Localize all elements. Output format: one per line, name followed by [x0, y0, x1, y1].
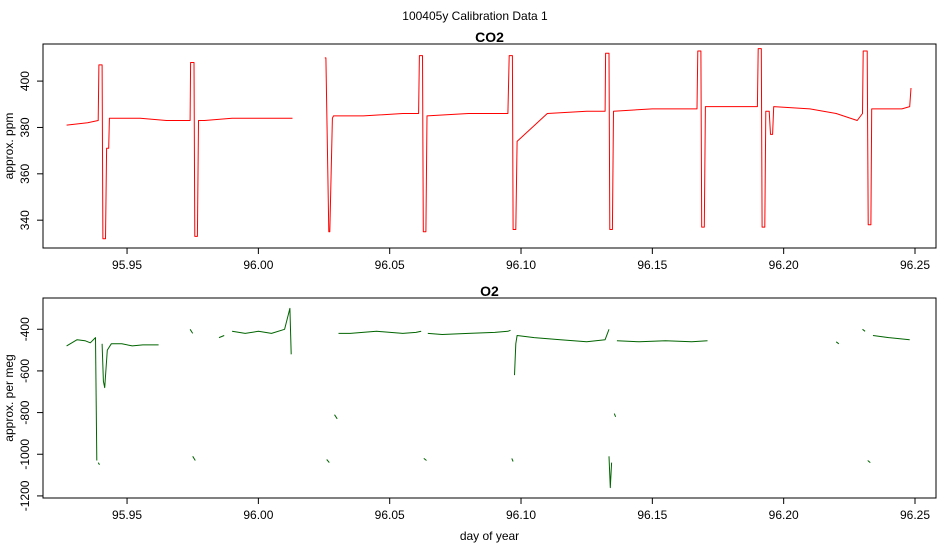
x-tick-label: 96.00 [243, 258, 273, 272]
x-tick-label: 96.20 [769, 258, 799, 272]
y-tick-label: -1000 [18, 439, 32, 470]
plot-frame [42, 43, 937, 249]
x-tick-label: 96.15 [637, 508, 667, 522]
figure-title: 100405y Calibration Data 1 [402, 9, 548, 23]
x-tick-label: 96.05 [375, 508, 405, 522]
y-tick-label: 400 [18, 71, 32, 91]
x-tick-label: 96.20 [769, 508, 799, 522]
panel-title: O2 [480, 283, 499, 299]
y-tick-label: 360 [18, 163, 32, 183]
x-tick-label: 95.95 [112, 508, 142, 522]
panel-title: CO2 [475, 29, 504, 45]
x-tick-label: 96.10 [506, 508, 536, 522]
x-tick-label: 96.15 [637, 258, 667, 272]
x-tick-label: 96.05 [375, 258, 405, 272]
x-tick-label: 96.25 [900, 508, 930, 522]
y-tick-label: 380 [18, 117, 32, 137]
x-axis-label: day of year [460, 529, 519, 543]
o2-panel: O2 95.95 96.00 96.05 96.10 96.15 96.20 96.25 -12… [2, 283, 937, 543]
x-tick-label: 96.25 [900, 258, 930, 272]
series-line [66, 307, 910, 489]
series-line [66, 48, 912, 240]
y-axis-label: approx. per meg [2, 354, 16, 441]
y-tick-label: -600 [18, 359, 32, 383]
y-axis-label: approx. ppm [2, 113, 16, 180]
co2-panel: CO2 95.95 96.00 96.05 96.10 96.15 96.20 96.25 34… [2, 29, 937, 272]
x-tick-label: 96.00 [243, 508, 273, 522]
y-tick-label: -400 [18, 317, 32, 341]
x-tick-label: 95.95 [112, 258, 142, 272]
x-tick-label: 96.10 [506, 258, 536, 272]
y-tick-label: -800 [18, 400, 32, 424]
plot-frame [42, 297, 937, 499]
y-tick-label: -1200 [18, 480, 32, 511]
y-tick-label: 340 [18, 210, 32, 230]
